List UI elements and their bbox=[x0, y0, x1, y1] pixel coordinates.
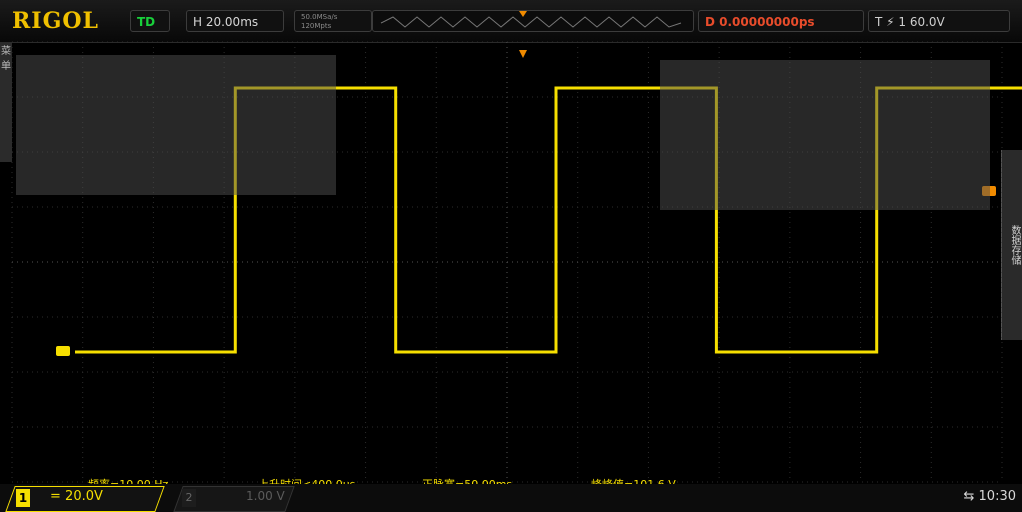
timebase-readout[interactable]: H 20.00ms bbox=[186, 10, 284, 32]
blurred-region-left bbox=[16, 55, 336, 195]
memory-overview[interactable] bbox=[372, 10, 694, 32]
trigger-readout[interactable]: T ⚡ 1 60.0V bbox=[868, 10, 1010, 32]
left-menu-tab[interactable]: 菜单 bbox=[0, 42, 12, 162]
usb-icon: ⇆ bbox=[963, 489, 975, 504]
memory-overview-graphic bbox=[380, 11, 682, 28]
channel2-number: 2 bbox=[182, 489, 196, 507]
oscilloscope-grid bbox=[11, 41, 1003, 483]
bottom-channel-bar: 1 = 20.0V 2 1.00 V ⇆ 10:30 bbox=[0, 484, 1022, 512]
clock: ⇆ 10:30 bbox=[963, 489, 1016, 504]
right-menu-tab[interactable]: 数据存储 bbox=[1001, 150, 1022, 340]
channel1-ground-marker bbox=[56, 346, 70, 356]
trigger-position-marker bbox=[519, 50, 527, 58]
channel1-scale: = 20.0V bbox=[50, 489, 103, 504]
channel1-number: 1 bbox=[16, 489, 30, 507]
delay-readout[interactable]: D 0.00000000ps bbox=[698, 10, 864, 32]
right-menu-tab-label: 数据存储 bbox=[1009, 225, 1020, 265]
left-menu-tab-label: 菜单 bbox=[1, 46, 11, 72]
sample-info: 50.0MSa/s 120Mpts bbox=[294, 10, 372, 32]
channel2-scale: 1.00 V bbox=[246, 489, 285, 503]
top-status-bar: RIGOL TD H 20.00ms 50.0MSa/s 120Mpts D 0… bbox=[0, 0, 1022, 43]
blurred-region-right bbox=[660, 60, 990, 210]
brand-logo: RIGOL bbox=[12, 8, 99, 34]
run-status[interactable]: TD bbox=[130, 10, 170, 32]
